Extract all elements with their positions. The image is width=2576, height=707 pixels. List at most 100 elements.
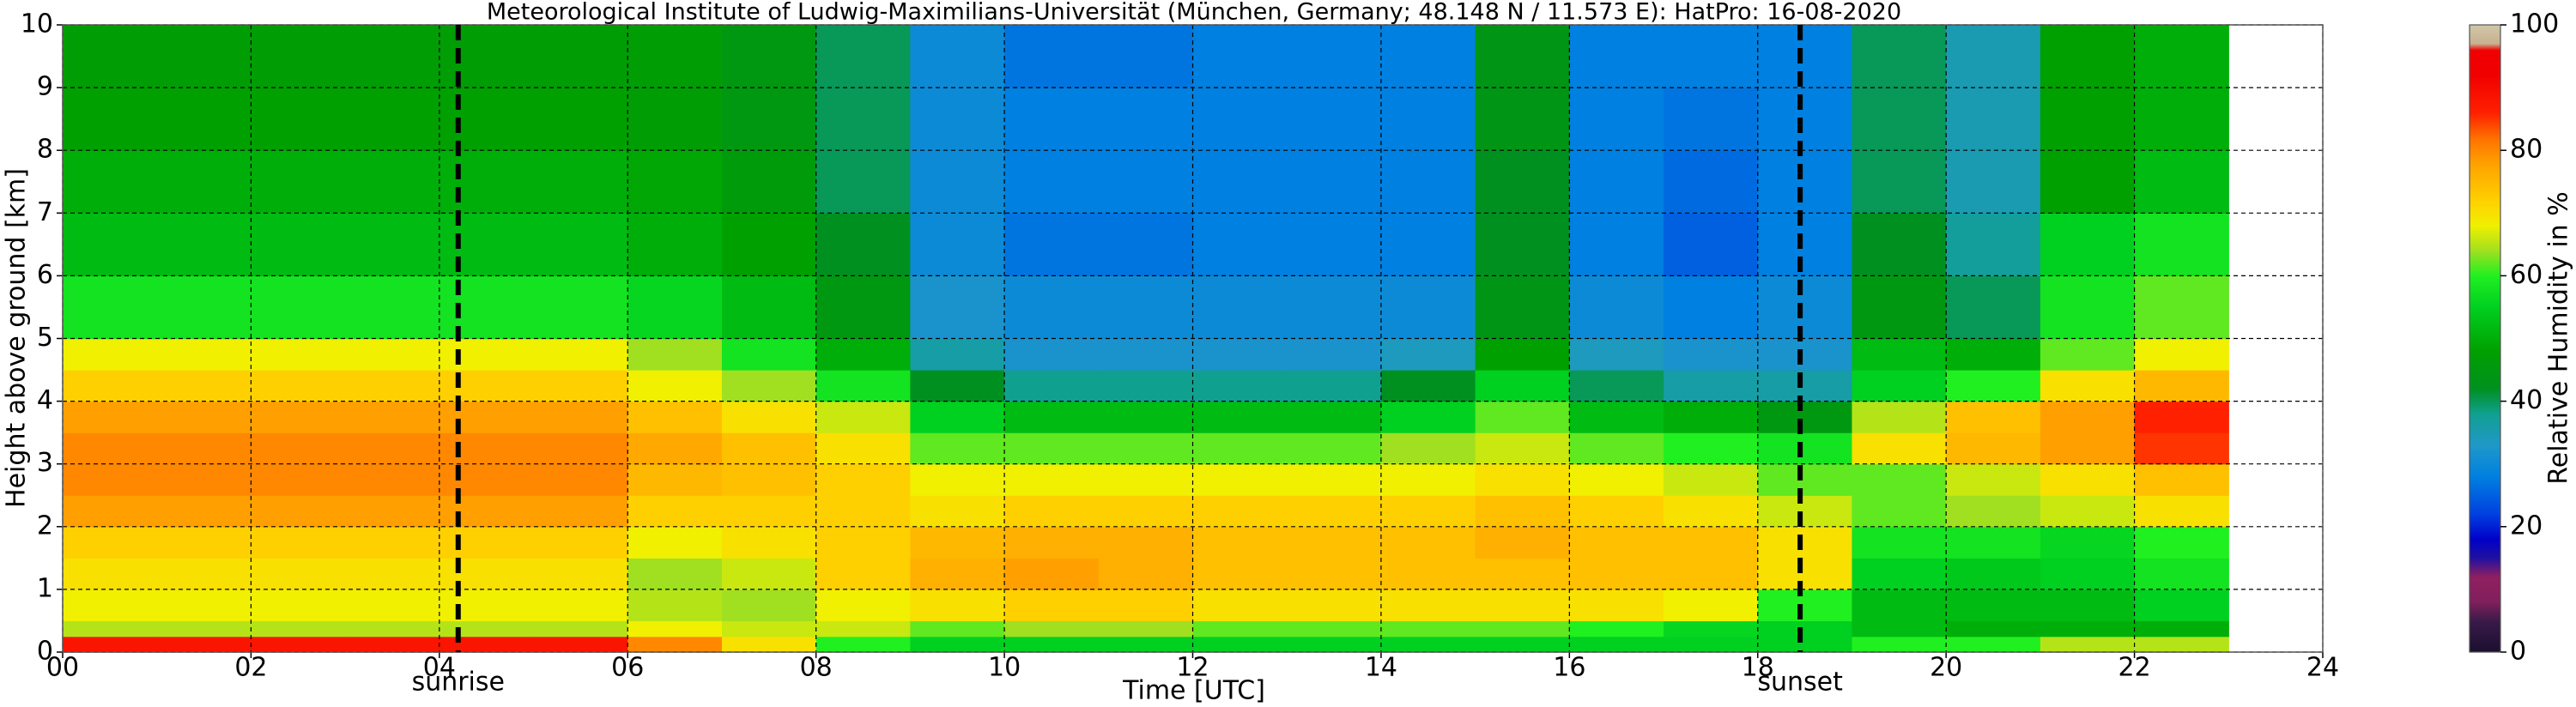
heat-cell bbox=[1569, 463, 1664, 496]
heat-cell bbox=[1475, 463, 1570, 496]
heat-cell bbox=[251, 275, 346, 340]
heat-cell bbox=[1569, 25, 1664, 88]
heat-cell bbox=[1475, 401, 1570, 433]
heat-cell bbox=[2040, 213, 2136, 276]
heat-cell bbox=[439, 88, 535, 151]
heat-cell bbox=[1852, 370, 1947, 402]
heat-cell bbox=[627, 558, 723, 590]
heat-cell bbox=[721, 526, 817, 559]
heat-cell bbox=[63, 432, 158, 465]
heat-cell bbox=[1757, 213, 1853, 276]
heat-cell bbox=[2134, 495, 2229, 528]
heat-cell bbox=[721, 463, 817, 496]
heat-cell bbox=[1852, 558, 1947, 590]
heat-cell bbox=[1004, 558, 1100, 590]
heat-cell bbox=[1757, 432, 1853, 465]
heat-cell bbox=[251, 558, 346, 590]
heat-cell bbox=[1192, 88, 1288, 151]
heat-cell bbox=[815, 88, 911, 151]
x-tick-label: 20 bbox=[1930, 653, 1962, 683]
colorbar-segment bbox=[2470, 414, 2500, 446]
colorbar-tick-label: 100 bbox=[2510, 9, 2559, 39]
heat-cell bbox=[1004, 620, 1100, 638]
heat-cell bbox=[1475, 636, 1570, 653]
heat-cell bbox=[251, 401, 346, 433]
x-tick-label: 14 bbox=[1365, 653, 1397, 683]
heat-cell bbox=[721, 495, 817, 528]
heat-cell bbox=[1098, 495, 1194, 528]
heat-cell bbox=[1946, 589, 2041, 622]
heat-cell bbox=[439, 620, 535, 638]
heat-cell bbox=[345, 213, 440, 276]
y-tick-label: 4 bbox=[37, 385, 53, 415]
heat-cell bbox=[1192, 338, 1288, 371]
heat-cell bbox=[1192, 558, 1288, 590]
heat-cell bbox=[439, 25, 535, 88]
colorbar-segment bbox=[2470, 577, 2500, 603]
colorbar-segment bbox=[2470, 558, 2500, 577]
heat-cell bbox=[1287, 150, 1382, 214]
heat-cell bbox=[910, 558, 1005, 590]
heat-cell bbox=[1664, 88, 1759, 151]
y-tick-label: 8 bbox=[37, 135, 53, 165]
heat-cell bbox=[345, 526, 440, 559]
heat-cell bbox=[1569, 636, 1664, 653]
heat-cell bbox=[1098, 338, 1194, 371]
heat-cell bbox=[1946, 526, 2041, 559]
colorbar-segment bbox=[2470, 251, 2500, 276]
colorbar-segment bbox=[2470, 112, 2500, 139]
heat-cell bbox=[721, 275, 817, 340]
heat-cell bbox=[2134, 432, 2229, 465]
heat-cell bbox=[1287, 558, 1382, 590]
heat-cell bbox=[1004, 636, 1100, 653]
heat-cell bbox=[1569, 213, 1664, 276]
annotation-label: sunset bbox=[1757, 668, 1843, 698]
heat-cell bbox=[533, 25, 628, 88]
heat-cell bbox=[1946, 401, 2041, 433]
heat-cell bbox=[721, 25, 817, 88]
x-tick-label: 10 bbox=[988, 653, 1021, 683]
heat-cell bbox=[2134, 88, 2229, 151]
heat-cell bbox=[1946, 25, 2041, 88]
heat-cell bbox=[1004, 495, 1100, 528]
heat-cell bbox=[345, 370, 440, 402]
heat-cell bbox=[345, 275, 440, 340]
heat-cell bbox=[533, 88, 628, 151]
colorbar-segment bbox=[2470, 351, 2500, 390]
heat-cell bbox=[63, 526, 158, 559]
heat-cell bbox=[1098, 275, 1194, 340]
heat-cell bbox=[1098, 25, 1194, 88]
x-tick-label: 00 bbox=[46, 653, 79, 683]
heat-cell bbox=[815, 463, 911, 496]
heat-cell bbox=[1004, 526, 1100, 559]
heat-cell bbox=[1287, 338, 1382, 371]
heat-cell bbox=[251, 25, 346, 88]
heat-cell bbox=[2134, 526, 2229, 559]
heat-cell bbox=[1852, 275, 1947, 340]
colorbar-label: Relative Humidity in % bbox=[2544, 191, 2574, 484]
heat-cell bbox=[627, 150, 723, 214]
heat-cell bbox=[2134, 636, 2229, 653]
y-tick-label: 7 bbox=[37, 197, 53, 227]
heat-cell bbox=[1852, 589, 1947, 622]
heat-cell bbox=[2134, 463, 2229, 496]
heat-cell bbox=[63, 370, 158, 402]
x-tick-label: 24 bbox=[2306, 653, 2339, 683]
heat-cell bbox=[439, 495, 535, 528]
heat-cell bbox=[1098, 620, 1194, 638]
heat-cell bbox=[1287, 432, 1382, 465]
heat-cell bbox=[63, 275, 158, 340]
heat-cell bbox=[345, 589, 440, 622]
colorbar-segment bbox=[2470, 476, 2500, 515]
heat-cell bbox=[815, 213, 911, 276]
heat-cell bbox=[1664, 558, 1759, 590]
heat-cell bbox=[1664, 370, 1759, 402]
heat-cell bbox=[2134, 370, 2229, 402]
heat-cell bbox=[63, 495, 158, 528]
heat-cell bbox=[815, 401, 911, 433]
heat-cell bbox=[1852, 88, 1947, 151]
x-tick-label: 04 bbox=[423, 653, 456, 683]
y-tick-label: 6 bbox=[37, 260, 53, 290]
heat-cell bbox=[251, 495, 346, 528]
